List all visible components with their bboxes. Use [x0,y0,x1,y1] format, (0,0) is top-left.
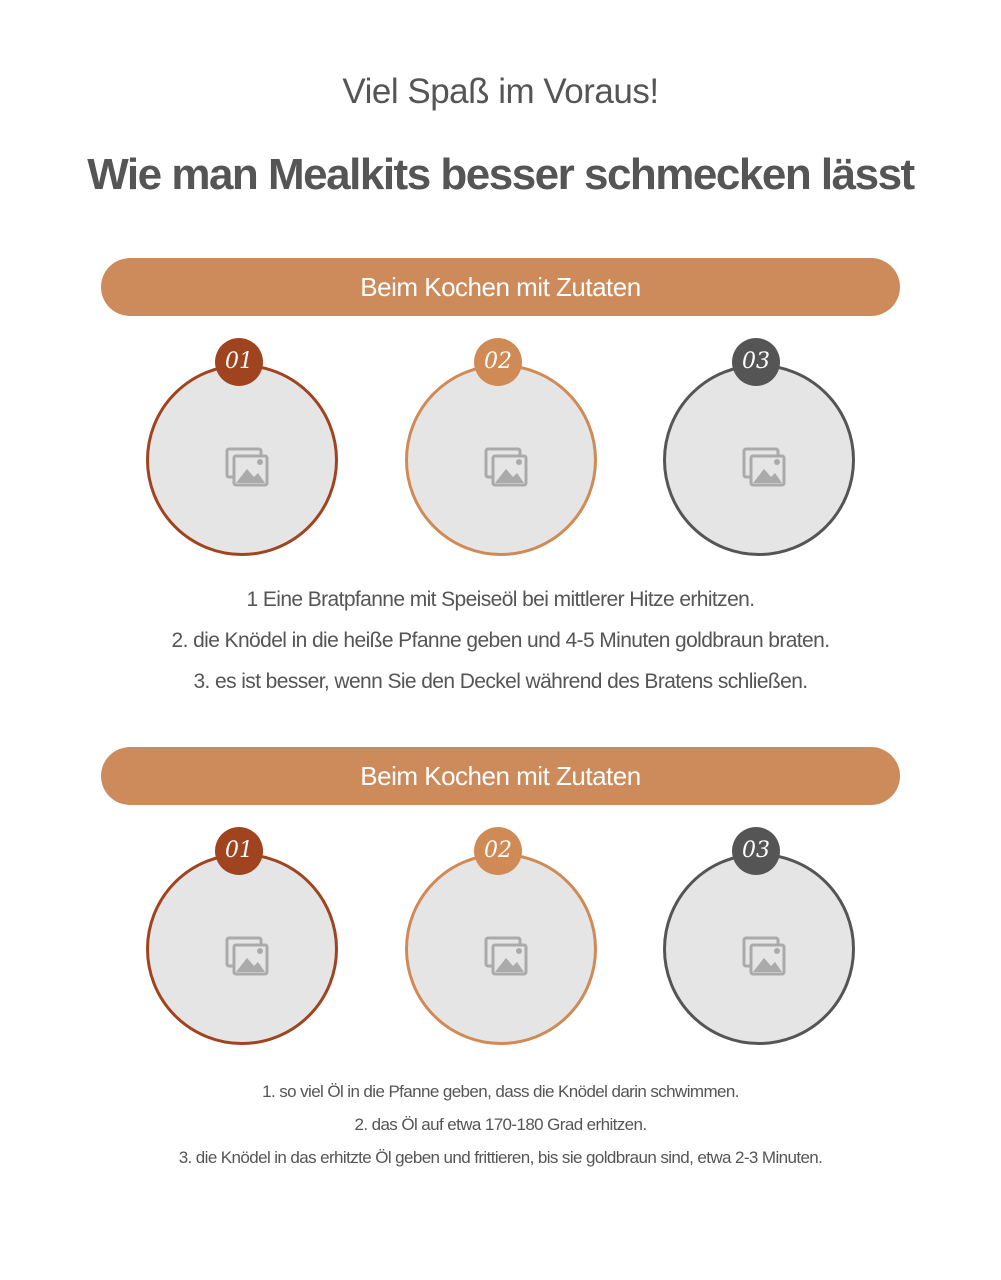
instruction-line: 3. es ist besser, wenn Sie den Deckel wä… [193,670,808,693]
step-number-badge: 03 [732,338,780,386]
step-number-badge: 02 [474,338,522,386]
image-placeholder-icon [484,447,528,487]
step-1: 01 [142,338,342,558]
image-placeholder [663,364,855,556]
step-2: 02 [401,827,601,1047]
section-banner: Beim Kochen mit Zutaten [101,258,900,316]
step-number-badge: 03 [732,827,780,875]
image-placeholder-icon [225,447,269,487]
image-placeholder [405,364,597,556]
instruction-line: 2. die Knödel in die heiße Pfanne geben … [171,629,830,652]
subtitle: Viel Spaß im Voraus! [342,72,659,111]
section-frying: Beim Kochen mit Zutaten 01 02 03 1 Eine … [0,258,1001,738]
image-placeholder [405,853,597,1045]
image-placeholder-icon [742,936,786,976]
page-title: Wie man Mealkits besser schmecken lässt [87,150,915,199]
step-number-badge: 01 [215,827,263,875]
image-placeholder [146,364,338,556]
instructions: 1 Eine Bratpfanne mit Speiseöl bei mittl… [0,579,1001,702]
step-1: 01 [142,827,342,1047]
image-placeholder-icon [742,447,786,487]
step-3: 03 [659,827,859,1047]
step-3: 03 [659,338,859,558]
instruction-line: 3. die Knödel in das erhitzte Öl geben u… [178,1148,823,1167]
instructions: 1. so viel Öl in die Pfanne geben, dass … [0,1075,1001,1174]
section-deep-frying: Beim Kochen mit Zutaten 01 02 03 1. so v… [0,747,1001,1227]
image-placeholder-icon [484,936,528,976]
instruction-line: 1. so viel Öl in die Pfanne geben, dass … [262,1082,739,1101]
section-banner: Beim Kochen mit Zutaten [101,747,900,805]
instruction-line: 1 Eine Bratpfanne mit Speiseöl bei mittl… [246,588,756,611]
image-placeholder-icon [225,936,269,976]
step-number-badge: 01 [215,338,263,386]
step-2: 02 [401,338,601,558]
image-placeholder [146,853,338,1045]
image-placeholder [663,853,855,1045]
instruction-line: 2. das Öl auf etwa 170-180 Grad erhitzen… [354,1115,648,1134]
step-number-badge: 02 [474,827,522,875]
